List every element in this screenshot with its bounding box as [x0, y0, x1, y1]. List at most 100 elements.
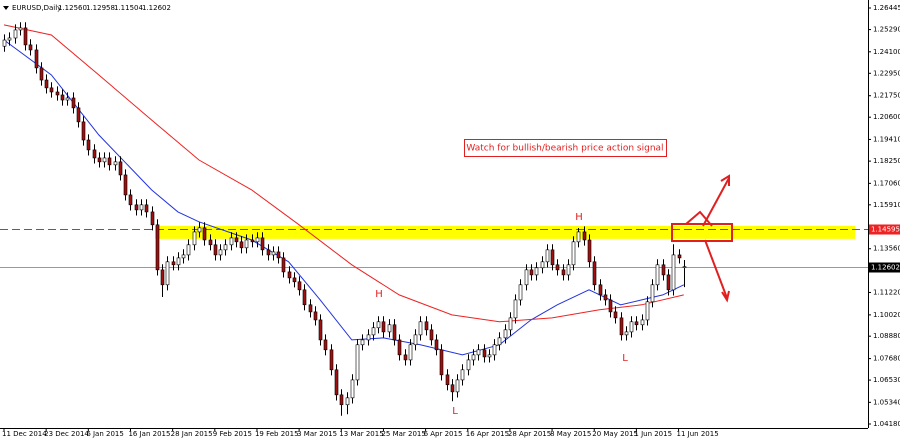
y-tick-label: 1.08880	[873, 332, 900, 340]
candle-body	[339, 394, 344, 406]
candle-body	[13, 29, 18, 39]
candle-body	[540, 261, 545, 269]
candle-body	[345, 397, 350, 406]
candle-body	[471, 354, 476, 361]
candle-body	[460, 369, 465, 381]
candle-body	[513, 299, 518, 319]
y-tick-label: 1.13560	[873, 245, 900, 253]
candle-body	[598, 284, 603, 296]
arrow-up-head	[720, 174, 730, 186]
candle-body	[86, 139, 91, 151]
candle-body	[418, 321, 423, 336]
candle-body	[366, 334, 371, 341]
x-tick-label: 13 Mar 2015	[339, 430, 383, 438]
candle-body	[313, 311, 318, 321]
y-tick-label: 1.11220	[873, 288, 900, 296]
price-level-tag	[869, 262, 900, 273]
candle-body	[619, 317, 624, 336]
candle-body	[661, 264, 666, 276]
candle-body	[682, 266, 687, 268]
price-level-label: 1.14595	[871, 226, 900, 234]
candle-body	[49, 87, 54, 93]
x-tick-label: 3 Mar 2015	[297, 430, 337, 438]
y-tick-label: 1.22950	[873, 69, 900, 77]
candle-body	[150, 211, 155, 226]
header-close: 1.12602	[142, 4, 171, 12]
x-tick-label: 9 Feb 2015	[213, 430, 252, 438]
candle-body	[302, 289, 307, 306]
candle-body	[524, 269, 529, 286]
x-tick-label: 1 Jun 2015	[634, 430, 672, 438]
x-tick-label: 16 Apr 2015	[466, 430, 509, 438]
candle-body	[223, 244, 228, 251]
candle-body	[287, 271, 292, 279]
y-tick-label: 1.26445	[873, 4, 900, 12]
y-tick-label: 1.24100	[873, 48, 900, 56]
x-tick-label: 11 Dec 2014	[2, 430, 47, 438]
candle-body	[34, 49, 39, 69]
header-low: 1.11504	[114, 4, 143, 12]
signal-box	[671, 223, 733, 242]
candle-body	[387, 324, 392, 333]
candle-body	[202, 227, 207, 241]
candle-body	[123, 174, 128, 196]
header-high: 1.12958	[86, 4, 115, 12]
candle-body	[677, 254, 682, 259]
candle-body	[450, 384, 455, 393]
candle-body	[503, 329, 508, 339]
y-tick-label: 1.21750	[873, 92, 900, 100]
candle-body	[545, 249, 550, 263]
candle-body	[371, 327, 376, 336]
candle-body	[213, 244, 218, 256]
candle-body	[76, 107, 81, 123]
candle-body	[266, 249, 271, 256]
moving-average	[3, 24, 684, 323]
zone-layer	[155, 225, 855, 239]
candle-body	[529, 269, 534, 276]
x-tick-label: 6 Apr 2015	[424, 430, 463, 438]
candle-body	[107, 157, 112, 166]
candle-body	[128, 194, 133, 206]
candle-body	[292, 277, 297, 283]
candle-body	[234, 237, 239, 243]
candle-body	[244, 239, 249, 249]
candle-body	[376, 321, 381, 329]
candle-body	[634, 321, 639, 326]
candle-body	[360, 339, 365, 346]
pattern-label: H	[375, 289, 383, 300]
x-tick-label: 19 Feb 2015	[255, 430, 299, 438]
x-tick-label: 6 Jan 2015	[86, 430, 124, 438]
annotation-box	[464, 139, 667, 157]
candle-body	[250, 239, 255, 243]
candle-body	[171, 261, 176, 266]
pattern-label: H	[575, 212, 583, 223]
candle-body	[118, 161, 123, 176]
candle-body	[655, 264, 660, 286]
candle-body	[587, 239, 592, 263]
candle-body	[355, 344, 360, 381]
y-tick-label: 1.15910	[873, 201, 900, 209]
y-tick-label: 1.07680	[873, 355, 900, 363]
candle-layer	[2, 22, 687, 416]
candle-body	[555, 264, 560, 271]
candle-body	[408, 344, 413, 361]
candle-body	[482, 349, 487, 358]
y-tick-label: 1.18250	[873, 157, 900, 165]
candle-body	[608, 299, 613, 313]
candle-body	[92, 149, 97, 159]
candle-body	[65, 97, 70, 101]
y-tick-label: 1.25290	[873, 26, 900, 34]
candle-body	[439, 349, 444, 376]
annotation: Watch for bullish/bearish price action s…	[466, 144, 663, 154]
candle-body	[55, 91, 60, 96]
candle-body	[592, 261, 597, 286]
y-tick-label: 1.06530	[873, 376, 900, 384]
candle-body	[255, 237, 260, 243]
candle-body	[44, 79, 49, 89]
candle-body	[144, 204, 149, 213]
candle-body	[576, 231, 581, 243]
candle-body	[466, 359, 471, 371]
candle-body	[23, 27, 28, 46]
x-tick-label: 23 Dec 2014	[44, 430, 89, 438]
